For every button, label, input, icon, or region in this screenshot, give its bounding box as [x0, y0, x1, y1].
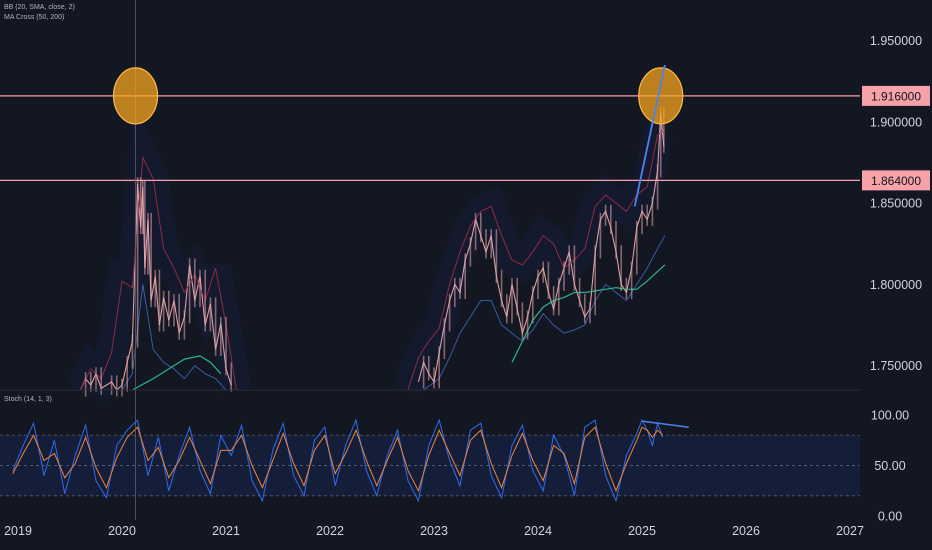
stoch-tick-label: 0.00	[878, 510, 902, 524]
price-tick-label: 1.950000	[870, 34, 922, 48]
price-level-label: 1.916000	[871, 89, 921, 103]
price-level-badge	[862, 85, 930, 106]
price-lines	[12, 107, 666, 503]
bollinger-upper-line	[79, 129, 666, 391]
stoch-d-line	[12, 426, 664, 493]
time-tick-label: 2022	[316, 524, 344, 538]
stoch-k-line	[12, 418, 664, 503]
trendline[interactable]	[633, 64, 666, 207]
axes: 1.750000 1.800000 1.850000 1.900000 1.950000…	[0, 34, 922, 538]
bb-indicator-label[interactable]: BB (20, SMA, close, 2)	[4, 4, 75, 11]
time-tick-label: 2025	[628, 524, 656, 538]
time-tick-label: 2021	[212, 524, 240, 538]
price-tick-label: 1.750000	[870, 359, 922, 373]
time-tick-label: 2020	[108, 524, 136, 538]
stoch-indicator-label[interactable]: Stoch (14, 1, 3)	[4, 396, 52, 403]
stochastic-band	[0, 434, 860, 497]
stoch-tick-label: 100.00	[871, 409, 909, 423]
price-tick-label: 1.900000	[870, 115, 922, 129]
stoch-divergence-line[interactable]	[641, 420, 689, 428]
price-tick-label: 1.850000	[870, 197, 922, 211]
moving-average-green-line	[132, 264, 666, 391]
time-tick-label: 2024	[524, 524, 552, 538]
price-tick-label: 1.800000	[870, 278, 922, 292]
highlight-circle[interactable]	[112, 67, 159, 125]
time-tick-label: 2019	[4, 524, 32, 538]
time-tick-label: 2026	[732, 524, 760, 538]
price-level-badge	[862, 170, 930, 191]
time-tick-label: 2027	[836, 524, 864, 538]
time-tick-label: 2023	[420, 524, 448, 538]
highlight-circle[interactable]	[638, 67, 684, 125]
stoch-tick-label: 50.00	[874, 459, 905, 473]
annotations[interactable]: 1.916000 1.864000	[0, 0, 930, 520]
price-level-label: 1.864000	[871, 174, 921, 188]
ma-cross-indicator-label[interactable]: MA Cross (50, 200)	[4, 14, 65, 21]
